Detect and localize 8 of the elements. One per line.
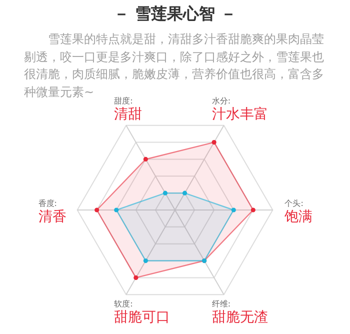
spoke-label: 个头: 饱满	[284, 199, 313, 225]
spoke-label: 软度: 甜脆可口	[114, 300, 170, 326]
spoke-label: 香度: 清香	[38, 199, 66, 225]
chart-title: － 雪莲果心智 －	[112, 4, 238, 25]
spoke-label: 纤维: 甜脆无渣	[212, 300, 268, 326]
spoke-label: 水分: 汁水丰富	[212, 96, 268, 122]
spoke-label: 甜度: 清甜	[114, 96, 142, 122]
chart-subtitle: 雪莲果的特点就是甜，清甜多汁香甜脆爽的果肉晶莹剔透，咬一口更是多汁爽口，除了口感好之外，雪莲果也很清脆，肉质细腻，脆嫩皮薄，营养价值也很高，富含多种微量元素~	[24, 32, 324, 98]
